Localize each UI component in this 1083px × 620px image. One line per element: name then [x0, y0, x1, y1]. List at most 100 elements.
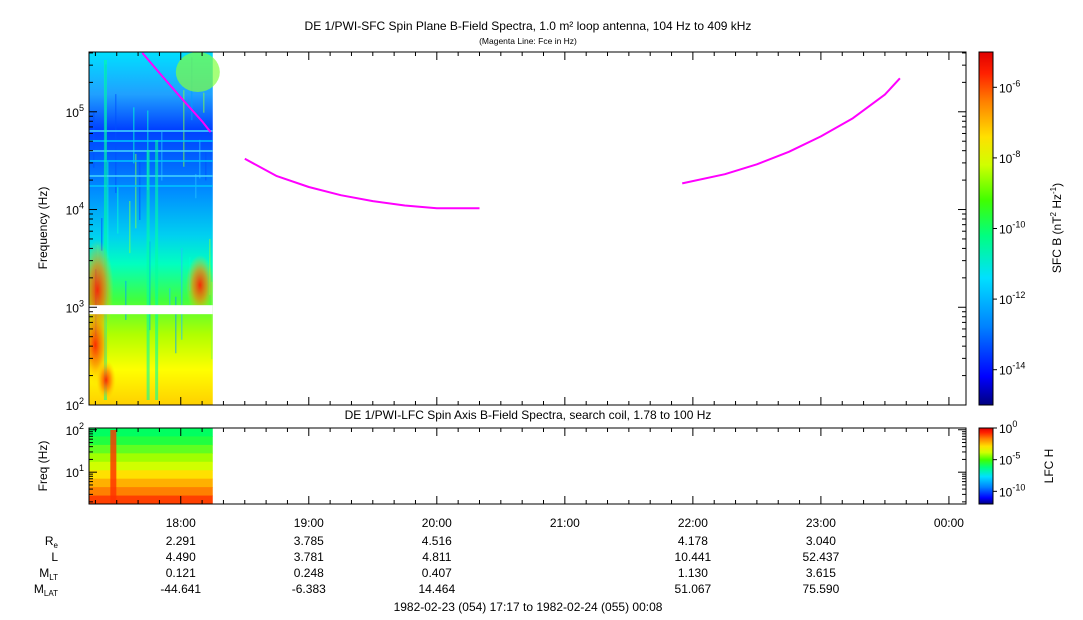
sfc-noise-streak: [133, 107, 135, 164]
sfc-patch: [175, 52, 220, 92]
sfc-noise-streak: [161, 131, 163, 181]
time-axis-labels: 18:00 19:00 20:00 21:00 22:00 23:00 00:00: [166, 516, 965, 530]
ephemeris-value: 10.441: [675, 550, 712, 564]
ephemeris-value: 51.067: [675, 582, 712, 596]
sfc-burst: [155, 140, 159, 400]
sfc-noise-streak: [205, 151, 207, 181]
ephemeris-row-label: Re: [45, 534, 59, 550]
time-tick-label: 19:00: [294, 516, 324, 530]
sfc-noise-streak: [115, 94, 117, 193]
sfc-noise-streak: [129, 200, 131, 254]
colorbar-tick-label: 10-8: [999, 149, 1020, 166]
lfc-colorbar-fill: [978, 427, 994, 505]
sfc-panel: 102 103 104 105 Frequency (Hz): [36, 51, 967, 413]
colorbar-tick-label: 100: [999, 419, 1017, 436]
lfc-spectrogram: [89, 428, 213, 504]
ephemeris-value: 1.130: [678, 566, 708, 580]
ephemeris-value: 75.590: [803, 582, 840, 596]
sfc-noise-streak: [139, 160, 141, 220]
lfc-band: [89, 487, 213, 497]
ephemeris-value: 0.407: [422, 566, 452, 580]
sfc-noise-streak: [117, 187, 119, 234]
ephemeris-value: 0.248: [294, 566, 324, 580]
sfc-noise-streak: [211, 281, 213, 360]
ephemeris-value: -6.383: [292, 582, 326, 596]
lfc-band: [89, 461, 213, 471]
lfc-y-tick-label: 101: [66, 463, 84, 480]
ephemeris-value: 52.437: [803, 550, 840, 564]
sfc-band: [89, 175, 213, 177]
ephemeris-row-label: L: [51, 550, 58, 564]
fce-line-segment: [681, 77, 901, 185]
ephemeris-value: -44.641: [160, 582, 201, 596]
ephemeris-row-label: MLAT: [34, 582, 58, 598]
colorbar-tick-label: 10-12: [999, 290, 1025, 307]
sfc-noise-streak: [175, 296, 177, 354]
lfc-band: [89, 470, 213, 480]
colorbar-tick-label: 10-10: [999, 220, 1025, 237]
sfc-noise-streak: [169, 288, 171, 309]
ephemeris-value: 3.615: [806, 566, 836, 580]
sfc-burst: [103, 60, 107, 400]
sfc-x-ticks: [94, 52, 950, 405]
sfc-frame: [88, 51, 967, 406]
fce-line-segment: [141, 52, 212, 133]
ephemeris-value: 3.781: [294, 550, 324, 564]
lfc-colorbar-ticks: 100 10-5 10-10: [993, 419, 1025, 499]
sfc-title: DE 1/PWI-SFC Spin Plane B-Field Spectra,…: [305, 19, 752, 33]
fce-line: [141, 52, 901, 210]
colorbar-tick-label: 10-5: [999, 451, 1020, 468]
sfc-band: [89, 160, 213, 162]
sfc-band: [89, 130, 213, 132]
lfc-frame: [88, 427, 967, 505]
time-tick-label: 22:00: [678, 516, 708, 530]
lfc-band: [89, 444, 213, 454]
colorbar-tick-label: 10-14: [999, 361, 1025, 378]
sfc-noise-streak: [181, 248, 183, 340]
sfc-band: [89, 140, 213, 142]
fce-line-segment: [244, 157, 480, 210]
sfc-y-axis: 102 103 104 105: [66, 52, 966, 413]
time-tick-label: 00:00: [934, 516, 964, 530]
ephemeris-row-label: MLT: [39, 566, 58, 582]
ephemeris-value: 0.121: [166, 566, 196, 580]
lfc-burst: [110, 430, 117, 504]
ephemeris-value: 4.490: [166, 550, 196, 564]
sfc-burst: [146, 150, 150, 400]
sfc-ylabel: Frequency (Hz): [36, 187, 50, 270]
sfc-noise-streak: [203, 92, 205, 113]
sfc-noise-streak: [125, 280, 127, 320]
sfc-hot-emission: [96, 360, 117, 400]
lfc-colorbar-label: LFC H: [1042, 449, 1056, 484]
sfc-noise-streak: [149, 241, 151, 331]
sfc-y-tick-label: 102: [66, 396, 84, 413]
ephemeris-value: 3.040: [806, 534, 836, 548]
lfc-band: [89, 428, 213, 437]
sfc-band: [89, 185, 213, 187]
sfc-noise-streak: [183, 90, 185, 167]
sfc-data-gap: [89, 305, 213, 315]
lfc-panel: 101 102 Freq (Hz): [36, 421, 967, 505]
ephemeris-value: 2.291: [166, 534, 196, 548]
time-tick-label: 21:00: [550, 516, 580, 530]
lfc-title: DE 1/PWI-LFC Spin Axis B-Field Spectra, …: [345, 408, 712, 422]
sfc-colorbar-ticks: 10-6 10-8 10-10 10-12 10-14: [993, 78, 1025, 378]
time-range-label: 1982-02-23 (054) 17:17 to 1982-02-24 (05…: [394, 600, 663, 614]
lfc-band: [89, 478, 213, 488]
sfc-spectrogram: [89, 52, 220, 405]
time-tick-label: 20:00: [422, 516, 452, 530]
ephemeris-values: 2.291 3.785 4.516 4.178 3.040 4.490 3.781 4.811…: [160, 534, 839, 596]
lfc-y-axis: 101 102: [66, 421, 966, 503]
lfc-ylabel: Freq (Hz): [36, 441, 50, 492]
sfc-y-tick-label: 105: [66, 103, 84, 120]
sfc-y-tick-label: 104: [66, 201, 84, 218]
ephemeris-value: 3.785: [294, 534, 324, 548]
sfc-noise-streak: [135, 153, 137, 229]
ephemeris-value: 4.516: [422, 534, 452, 548]
lfc-x-ticks: [94, 428, 950, 504]
lfc-y-tick-label: 102: [66, 421, 84, 438]
time-tick-label: 18:00: [166, 516, 196, 530]
ephemeris-value: 4.178: [678, 534, 708, 548]
